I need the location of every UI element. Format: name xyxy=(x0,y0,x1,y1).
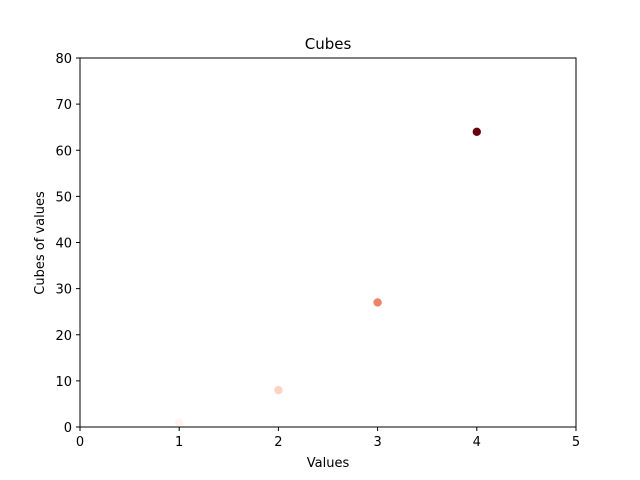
y-tick-label: 80 xyxy=(55,52,72,67)
data-point xyxy=(274,385,283,395)
y-axis-label: Cubes of values xyxy=(33,191,48,295)
y-tick-label: 60 xyxy=(55,144,72,159)
data-point xyxy=(175,418,184,427)
chart-title: Cubes xyxy=(305,35,352,53)
y-tick-label: 40 xyxy=(55,237,72,252)
y-tick-label: 10 xyxy=(55,375,72,390)
y-tick-label: 30 xyxy=(55,283,72,298)
data-points xyxy=(175,127,481,427)
x-tick-label: 5 xyxy=(572,435,580,450)
x-tick-label: 3 xyxy=(373,435,381,450)
x-tick-label: 4 xyxy=(473,435,481,450)
y-axis: 0 10 20 30 40 50 60 70 80 xyxy=(55,52,80,436)
x-tick-label: 1 xyxy=(175,435,183,450)
y-tick-label: 70 xyxy=(55,98,72,113)
x-tick-label: 0 xyxy=(76,435,84,450)
y-tick-label: 20 xyxy=(55,329,72,344)
x-tick-label: 2 xyxy=(274,435,282,450)
x-axis: 0 1 2 3 4 5 xyxy=(76,427,580,450)
plot-frame xyxy=(79,57,577,428)
y-tick-label: 50 xyxy=(55,190,72,205)
y-tick-label: 0 xyxy=(64,421,72,436)
data-point xyxy=(472,127,481,136)
data-point xyxy=(373,298,382,307)
x-axis-label: Values xyxy=(307,456,350,471)
